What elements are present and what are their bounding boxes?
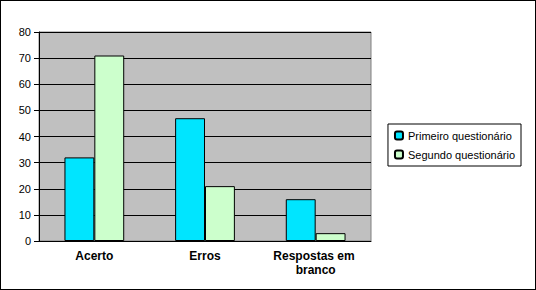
svg-text:10: 10 xyxy=(19,209,31,221)
svg-text:0: 0 xyxy=(25,235,31,247)
svg-text:40: 40 xyxy=(19,131,31,143)
svg-text:20: 20 xyxy=(19,183,31,195)
svg-text:60: 60 xyxy=(19,78,31,90)
svg-text:80: 80 xyxy=(19,26,31,38)
svg-text:70: 70 xyxy=(19,52,31,64)
svg-text:50: 50 xyxy=(19,104,31,116)
svg-text:branco: branco xyxy=(296,263,336,277)
svg-text:Respostas em: Respostas em xyxy=(273,249,358,263)
svg-text:Erros: Erros xyxy=(189,249,221,263)
svg-text:30: 30 xyxy=(19,157,31,169)
svg-text:Acerto: Acerto xyxy=(75,249,113,263)
svg-text:Segundo questionário: Segundo questionário xyxy=(408,149,515,161)
svg-text:Primeiro questionário: Primeiro questionário xyxy=(408,130,512,142)
